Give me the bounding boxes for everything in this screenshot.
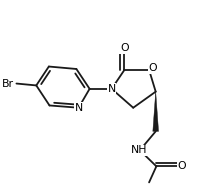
Text: N: N (108, 84, 116, 94)
Text: O: O (149, 64, 157, 73)
Text: NH: NH (131, 145, 147, 155)
Text: Br: Br (2, 79, 14, 88)
Text: O: O (120, 43, 129, 53)
Text: O: O (177, 161, 186, 171)
Polygon shape (153, 92, 159, 131)
Text: N: N (74, 103, 83, 113)
